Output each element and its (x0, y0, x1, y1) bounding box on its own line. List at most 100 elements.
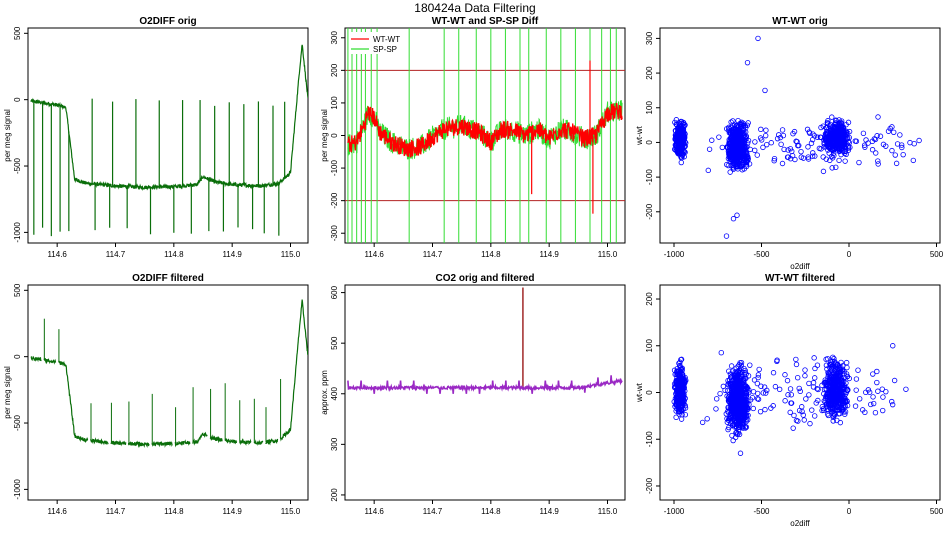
scatter-point (678, 387, 684, 394)
scatter-point (713, 396, 720, 402)
scatter-point (762, 406, 768, 413)
scatter-point (781, 146, 787, 153)
scatter-point (747, 397, 754, 403)
y-tick-label: 200 (645, 66, 654, 80)
scatter-point (779, 127, 786, 133)
y-tick-label: 0 (645, 140, 654, 145)
scatter-point (805, 156, 812, 162)
scatter-point (735, 409, 742, 416)
scatter-point (791, 412, 797, 419)
scatter-point (752, 139, 758, 145)
scatter-point (676, 367, 682, 374)
scatter-point (734, 143, 741, 150)
scatter-point (790, 425, 796, 431)
scatter-point (853, 387, 859, 393)
panel-title: WT-WT and SP-SP Diff (432, 16, 539, 27)
scatter-point (842, 409, 849, 415)
scatter-point (823, 156, 829, 162)
scatter-point (674, 371, 681, 378)
scatter-point (734, 212, 740, 218)
scatter-point (723, 411, 729, 417)
scatter-point (731, 380, 738, 386)
panel-title: WT-WT filtered (765, 273, 835, 284)
panel-o2diff-filtered: O2DIFF filtered 114.6 114.7 114.8 114.9 115.0… (3, 273, 309, 516)
scatter-point (837, 386, 843, 392)
scatter-point (727, 147, 734, 154)
scatter-point (868, 401, 874, 408)
scatter-point (875, 388, 881, 394)
scatter-point (806, 380, 812, 387)
y-tick-label: -300 (330, 225, 339, 242)
scatter-point (883, 143, 889, 149)
scatter-point (738, 408, 744, 414)
y-tick-label: 400 (330, 387, 339, 401)
scatter-point (796, 385, 802, 392)
scatter-point (845, 119, 852, 126)
scatter-point (728, 163, 735, 169)
x-tick-label: -500 (753, 507, 770, 516)
scatter-point (833, 164, 839, 171)
scatter-point (825, 369, 831, 376)
y-tick-label: -500 (13, 157, 22, 174)
scatter-point (889, 398, 895, 405)
scatter-point (736, 385, 742, 391)
scatter-point (818, 146, 824, 152)
scatter-point (774, 357, 780, 363)
scatter-point (750, 405, 757, 412)
y-tick-label: 600 (330, 285, 339, 299)
scatter-point (729, 387, 735, 393)
scatter-point (718, 349, 724, 356)
scatter-point (898, 142, 905, 148)
scatter-point (742, 129, 749, 135)
scatter-point (777, 134, 784, 141)
scatter-point (728, 141, 735, 148)
scatter-point (802, 373, 808, 379)
scatter-point (812, 413, 818, 419)
scatter-point (836, 377, 842, 383)
plot-frame (27, 284, 309, 501)
scatter-point (835, 392, 842, 399)
x-tick-label: 115.0 (598, 507, 618, 516)
scatter-point (742, 147, 749, 153)
y-tick-label: 0 (13, 97, 22, 102)
x-tick-label: 114.8 (164, 507, 184, 516)
scatter-point (872, 410, 879, 416)
o2diff-line (209, 434, 223, 444)
scatter-point (863, 137, 869, 143)
scatter-point (730, 151, 736, 158)
scatter-point (731, 388, 738, 394)
x-tick-label: 114.7 (106, 250, 126, 259)
x-tick-label: 114.9 (222, 250, 242, 259)
scatter-point (755, 35, 761, 42)
scatter-point (673, 384, 679, 390)
scatter-point (741, 379, 747, 386)
scatter-point (808, 140, 815, 146)
scatter-point (771, 155, 778, 162)
y-axis-label: approx. ppm (320, 370, 329, 415)
scatter-point (839, 405, 845, 411)
y-tick-label: -100 (330, 160, 339, 177)
scatter-point (911, 140, 917, 147)
scatter-point (676, 379, 682, 386)
scatter-point (746, 401, 752, 408)
scatter-point (739, 420, 746, 426)
scatter-point (671, 146, 678, 152)
scatter-point (809, 407, 815, 413)
scatter-point (830, 354, 836, 361)
panel-title: WT-WT orig (772, 16, 828, 27)
scatter-point (832, 360, 839, 366)
scatter-point (805, 144, 811, 150)
scatter-point (774, 135, 781, 142)
x-tick-label: 114.6 (364, 250, 384, 259)
scatter-point (678, 118, 685, 125)
scatter-point (744, 59, 751, 66)
x-tick-label: 114.7 (423, 507, 443, 516)
scatter-point (751, 377, 758, 383)
y-tick-label: 100 (330, 96, 339, 110)
scatter-point (830, 150, 837, 156)
panel-wtwt-filtered: WT-WT filtered -1000 -500 0 500 200 100 0 -100 -2… (635, 273, 944, 528)
scatter-point (832, 382, 838, 389)
scatter-point (806, 392, 812, 398)
scatter-point (739, 415, 745, 421)
scatter-point (768, 140, 774, 146)
